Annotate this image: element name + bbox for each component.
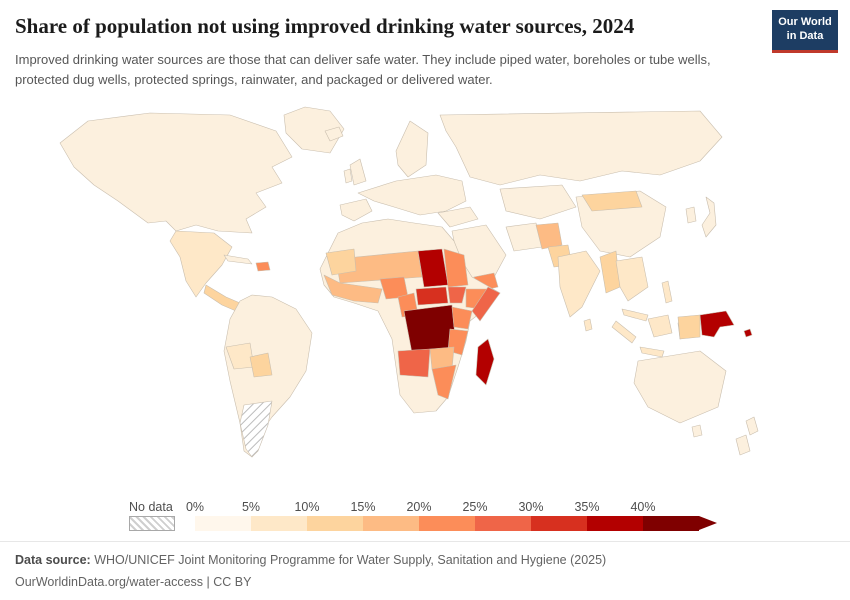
owid-logo[interactable]: Our World in Data: [772, 10, 838, 53]
map-europe: [339, 120, 467, 222]
data-source-text: WHO/UNICEF Joint Monitoring Programme fo…: [90, 553, 607, 567]
legend-tick: 0%: [185, 500, 205, 514]
map-region-solomon-islands[interactable]: [743, 328, 753, 338]
map-region-australia[interactable]: [633, 350, 727, 424]
map-region-angola[interactable]: [397, 348, 431, 378]
legend-tick: 35%: [574, 500, 600, 514]
license-text: OurWorldinData.org/water-access | CC BY: [15, 575, 252, 589]
map-region-india[interactable]: [557, 250, 601, 318]
map-region-sahel-mali-niger[interactable]: [335, 250, 423, 284]
map-north-america: [59, 106, 345, 312]
map-region-west-papua[interactable]: [677, 314, 701, 340]
map-region-uk[interactable]: [349, 158, 367, 186]
chart-footer: Data source: WHO/UNICEF Joint Monitoring…: [0, 541, 850, 592]
map-region-philippines[interactable]: [661, 280, 673, 304]
legend-tick-labels: 0% 5% 10% 15% 20% 25% 30% 35% 40%: [186, 500, 715, 514]
map-region-indochina[interactable]: [615, 256, 649, 302]
map-region-java[interactable]: [639, 346, 665, 358]
map-region-central-europe[interactable]: [357, 174, 467, 216]
map-region-japan[interactable]: [701, 196, 717, 238]
legend-color-bar: [195, 516, 699, 531]
map-region-new-zealand-north[interactable]: [745, 416, 759, 436]
map-region-scandinavia[interactable]: [395, 120, 429, 178]
map-region-south-sudan[interactable]: [447, 286, 467, 304]
map-region-sudan[interactable]: [443, 248, 469, 288]
map-region-greenland[interactable]: [283, 106, 345, 154]
legend-no-data-swatch[interactable]: [129, 516, 175, 531]
legend-color-segment[interactable]: [643, 516, 699, 531]
map-region-south-america[interactable]: [223, 294, 313, 458]
data-source-label: Data source:: [15, 553, 91, 567]
map-region-sumatra[interactable]: [611, 320, 637, 344]
legend-color-segment[interactable]: [475, 516, 531, 531]
license-line[interactable]: OurWorldinData.org/water-access | CC BY: [15, 572, 835, 592]
map-region-central-african-republic[interactable]: [415, 286, 449, 306]
map-region-somalia[interactable]: [471, 286, 501, 322]
legend-tick: 25%: [462, 500, 488, 514]
legend-color-segment[interactable]: [587, 516, 643, 531]
world-choropleth-map: [59, 106, 759, 458]
map-region-mauritania[interactable]: [325, 248, 357, 276]
map-africa: [319, 218, 501, 414]
map-region-cuba[interactable]: [223, 254, 253, 265]
legend-color-segment[interactable]: [251, 516, 307, 531]
map-region-sri-lanka[interactable]: [583, 318, 593, 332]
map-region-mexico[interactable]: [169, 230, 233, 298]
legend-tick: 30%: [518, 500, 544, 514]
legend-color-segment[interactable]: [195, 516, 251, 531]
map-region-mozambique-zimbabwe[interactable]: [431, 364, 457, 400]
legend-color-segment[interactable]: [531, 516, 587, 531]
map-south-america: [223, 294, 313, 458]
owid-logo-line1: Our World: [778, 16, 832, 29]
map-region-argentina-no-data[interactable]: [239, 400, 273, 458]
map-region-central-america[interactable]: [203, 284, 241, 312]
map-region-new-zealand-south[interactable]: [735, 434, 751, 456]
legend-no-data-label: No data: [129, 500, 173, 514]
map-oceania: [633, 310, 759, 456]
legend-tick: 40%: [630, 500, 656, 514]
map-region-turkey[interactable]: [437, 206, 479, 228]
legend-tick: 10%: [294, 500, 320, 514]
legend-color-segment[interactable]: [307, 516, 363, 531]
map-region-ireland[interactable]: [343, 168, 353, 184]
map-region-west-africa-coast[interactable]: [323, 274, 383, 304]
map-region-mongolia[interactable]: [581, 190, 643, 212]
map-region-canada-usa[interactable]: [59, 112, 293, 234]
map-region-afghanistan[interactable]: [535, 222, 563, 250]
legend-tick: 20%: [406, 500, 432, 514]
legend-tick: 15%: [350, 500, 376, 514]
map-region-haiti-hispaniola[interactable]: [255, 261, 271, 272]
map-region-papua-new-guinea[interactable]: [699, 310, 735, 338]
map-region-russia[interactable]: [439, 110, 723, 186]
data-source-line: Data source: WHO/UNICEF Joint Monitoring…: [15, 550, 835, 570]
legend-tick: 5%: [241, 500, 261, 514]
chart-subtitle: Improved drinking water sources are thos…: [15, 52, 711, 87]
map-region-central-asia[interactable]: [499, 184, 577, 220]
map-region-iceland[interactable]: [324, 126, 344, 142]
map-region-korea[interactable]: [685, 206, 697, 224]
map-asia: [437, 110, 723, 358]
map-region-myanmar[interactable]: [599, 250, 621, 294]
map-region-tasmania[interactable]: [691, 424, 703, 438]
map-region-borneo[interactable]: [647, 314, 673, 338]
map-region-malaysia[interactable]: [621, 308, 649, 322]
legend-color-segment[interactable]: [419, 516, 475, 531]
owid-logo-line2: in Data: [786, 30, 824, 42]
map-region-uganda-kenya[interactable]: [451, 306, 473, 330]
map-region-iberia[interactable]: [339, 198, 373, 222]
page-title: Share of population not using improved d…: [15, 14, 635, 38]
map-region-bolivia[interactable]: [249, 352, 273, 378]
legend-color-segment[interactable]: [363, 516, 419, 531]
legend-arrow: [699, 516, 717, 530]
map-region-madagascar[interactable]: [475, 338, 495, 386]
